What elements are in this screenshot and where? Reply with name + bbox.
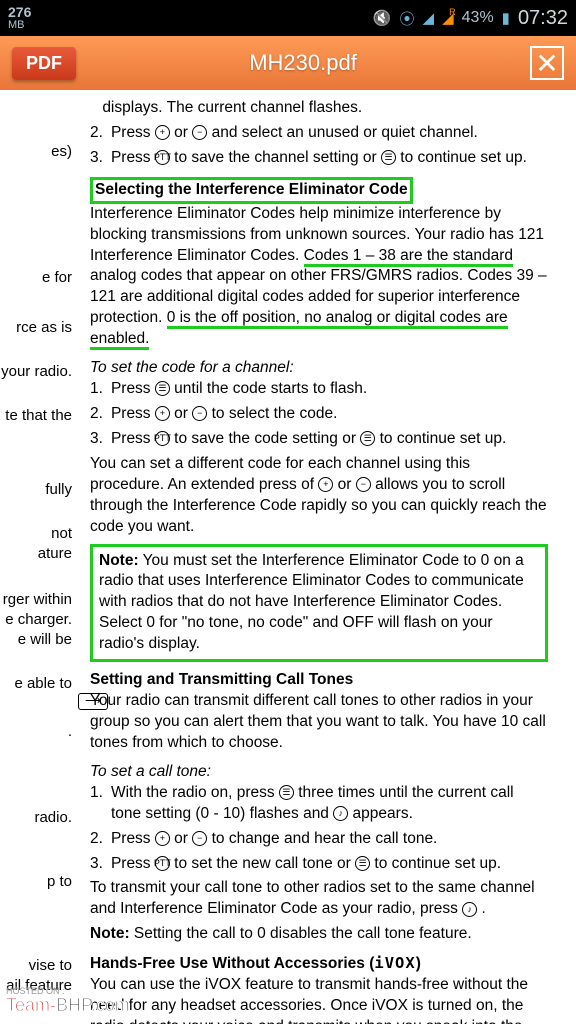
- arrow-icon: ⟶: [78, 690, 108, 711]
- status-bar: 276 MB ⦿ ◢ ◢R 43% ▮ 07:32: [0, 0, 576, 36]
- left-fragment: .: [68, 722, 72, 742]
- document-viewport[interactable]: es) e for rce as is your radio. te that the f…: [0, 90, 576, 1024]
- left-fragment: te that the: [5, 406, 72, 426]
- signal-icon-1: ◢: [423, 9, 435, 27]
- left-fragment: your radio.: [1, 362, 72, 382]
- left-fragment: rger within: [3, 590, 72, 610]
- wifi-icon: ⦿: [400, 8, 415, 29]
- heading-call-tones: Setting and Transmitting Call Tones: [90, 670, 548, 691]
- app-header: PDF MH230.pdf ✕: [0, 36, 576, 90]
- left-fragment: fully: [45, 480, 72, 500]
- watermark-brand: Team-BHP.com: [6, 995, 130, 1016]
- pdf-badge[interactable]: PDF: [12, 47, 76, 80]
- document-title: MH230.pdf: [249, 50, 357, 76]
- left-fragment: radio.: [34, 808, 72, 828]
- left-fragment: e charger.: [5, 610, 72, 630]
- signal-icon-2: ◢R: [442, 9, 454, 27]
- left-fragment: rce as is: [16, 318, 72, 338]
- left-fragment: e able to: [14, 674, 72, 694]
- left-fragment: not: [51, 524, 72, 544]
- heading-hands-free: Hands-Free Use Without Accessories (iVOX…: [90, 953, 548, 975]
- left-fragment: vise to: [29, 956, 72, 976]
- clock: 07:32: [518, 7, 568, 30]
- battery-icon: ▮: [502, 9, 510, 27]
- left-fragment: ature: [38, 544, 72, 564]
- mute-icon: [373, 9, 392, 27]
- battery-percent: 43%: [462, 9, 494, 27]
- memory-indicator: 276 MB: [8, 5, 31, 31]
- main-text-column: displays. The current channel flashes. 2…: [90, 98, 548, 1024]
- left-fragment: e for: [42, 268, 72, 288]
- left-fragment: es): [51, 142, 72, 162]
- left-fragment: p to: [47, 872, 72, 892]
- heading-interference: Selecting the Interference Eliminator Co…: [90, 177, 413, 204]
- left-fragment: e will be: [18, 630, 72, 650]
- note-highlight-box: Note: You must set the Interference Elim…: [90, 544, 548, 663]
- close-button[interactable]: ✕: [530, 46, 564, 80]
